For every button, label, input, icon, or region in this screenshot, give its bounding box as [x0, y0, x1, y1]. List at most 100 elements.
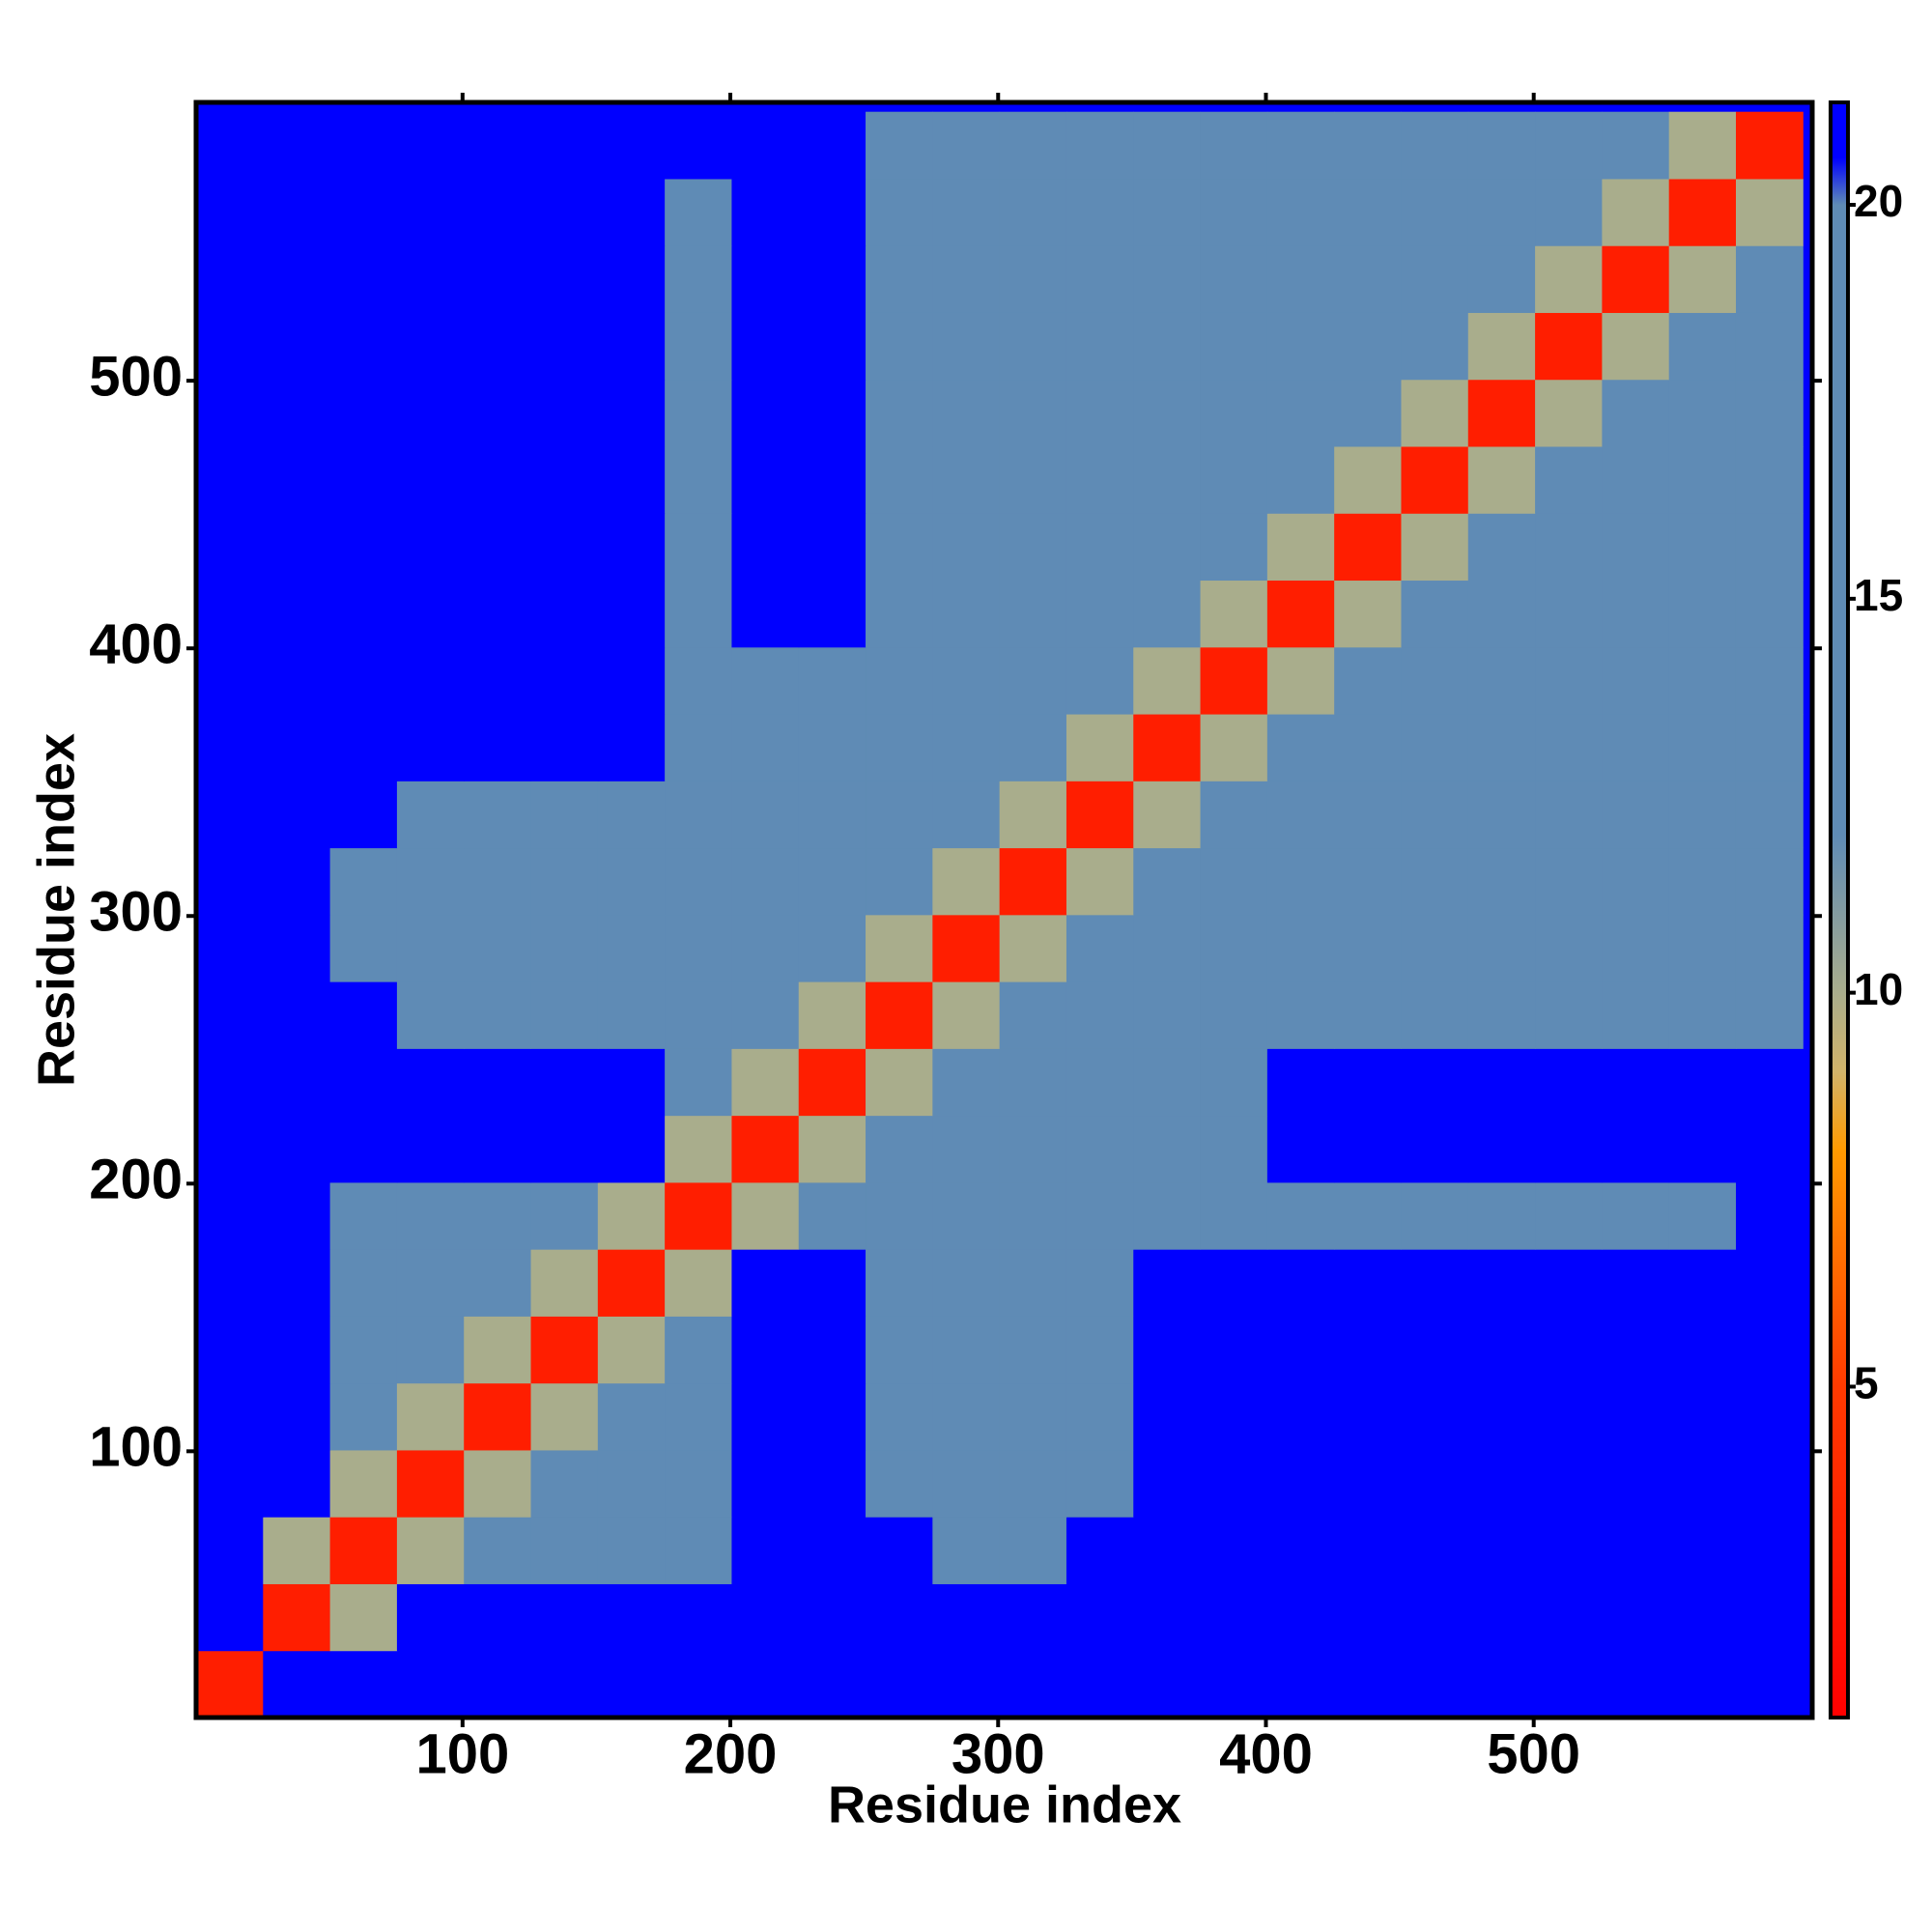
heatmap-cell — [263, 446, 331, 514]
heatmap-cell — [798, 446, 867, 514]
heatmap-cell — [1334, 312, 1402, 381]
heatmap-cell — [1133, 714, 1202, 781]
heatmap-cell — [1266, 1048, 1335, 1117]
heatmap-cell — [1735, 1382, 1804, 1451]
heatmap-cell — [1266, 981, 1335, 1049]
x-tick-label: 200 — [684, 1722, 778, 1785]
heatmap-cell — [932, 1517, 1001, 1584]
heatmap-cell — [196, 1316, 264, 1384]
heatmap-cell — [866, 1249, 933, 1317]
heatmap-cell — [932, 312, 1001, 381]
heatmap-cell — [1200, 1650, 1268, 1719]
heatmap-cell — [196, 914, 264, 982]
heatmap-cell — [329, 1583, 398, 1652]
heatmap-cell — [999, 580, 1067, 648]
heatmap-cell — [597, 1249, 666, 1317]
heatmap-cell — [396, 312, 465, 381]
heatmap-cell — [196, 847, 264, 916]
heatmap-cell — [396, 1650, 465, 1719]
heatmap-cell — [932, 847, 1001, 916]
heatmap-cell — [1334, 847, 1402, 916]
heatmap-cell — [1266, 312, 1335, 381]
heatmap-cell — [263, 1382, 331, 1451]
heatmap-cell — [1668, 1115, 1737, 1183]
heatmap-cell — [1334, 981, 1402, 1049]
heatmap-cell — [1602, 446, 1670, 514]
heatmap-cell — [999, 1650, 1067, 1719]
heatmap-cell — [196, 1249, 264, 1317]
heatmap-cell — [1668, 1382, 1737, 1451]
heatmap-cell — [798, 513, 867, 582]
heatmap-cell — [731, 178, 800, 246]
heatmap-cell — [1200, 1048, 1268, 1117]
heatmap-cell — [329, 513, 398, 582]
heatmap-cell — [530, 1181, 599, 1250]
heatmap-cell — [1602, 379, 1670, 447]
heatmap-cell — [1401, 446, 1469, 514]
heatmap-cell — [597, 914, 666, 982]
heatmap-cell — [196, 580, 264, 648]
heatmap-cell — [1535, 1316, 1603, 1384]
heatmap-cell — [665, 1048, 732, 1117]
heatmap-cell — [1735, 981, 1804, 1049]
heatmap-cell — [731, 646, 800, 715]
heatmap-cell — [1133, 111, 1202, 180]
heatmap-cell — [464, 714, 532, 781]
heatmap-cell — [597, 513, 666, 582]
heatmap-cell — [1602, 914, 1670, 982]
heatmap-cell — [1535, 1650, 1603, 1719]
heatmap-cell — [1133, 1181, 1202, 1250]
heatmap-cell — [798, 111, 867, 180]
heatmap-cell — [1602, 847, 1670, 916]
heatmap-cell — [999, 981, 1067, 1049]
heatmap-cell — [196, 1583, 264, 1652]
heatmap-cell — [1668, 245, 1737, 313]
heatmap-cell — [464, 1249, 532, 1317]
heatmap-cell — [597, 446, 666, 514]
heatmap-cell — [665, 1382, 732, 1451]
heatmap-cell — [263, 781, 331, 849]
heatmap-cell — [1401, 1517, 1469, 1584]
heatmap-cell — [1133, 1517, 1202, 1584]
heatmap-cell — [263, 312, 331, 381]
heatmap-cell — [263, 111, 331, 180]
heatmap-cell — [1266, 1181, 1335, 1250]
heatmap-cell — [999, 1249, 1067, 1317]
heatmap-cell — [1467, 714, 1536, 781]
heatmap-cell — [731, 1316, 800, 1384]
heatmap-cell — [464, 1382, 532, 1451]
heatmap-cell — [1535, 1517, 1603, 1584]
heatmap-cell — [932, 1382, 1001, 1451]
heatmap-cell — [396, 646, 465, 715]
heatmap-cell — [1200, 312, 1268, 381]
heatmap-cell — [464, 1583, 532, 1652]
heatmap-cell — [1602, 981, 1670, 1049]
heatmap-cell — [665, 781, 732, 849]
heatmap-cell — [731, 111, 800, 180]
heatmap-cell — [1602, 513, 1670, 582]
heatmap-cell — [1133, 646, 1202, 715]
heatmap-cell — [597, 981, 666, 1049]
heatmap-cell — [1602, 1517, 1670, 1584]
heatmap-cell — [1735, 1449, 1804, 1518]
heatmap-cell — [932, 1316, 1001, 1384]
heatmap-cell — [665, 1249, 732, 1317]
heatmap-cell — [329, 312, 398, 381]
heatmap-cell — [464, 781, 532, 849]
heatmap-cell — [1401, 1181, 1469, 1250]
heatmap-cell — [665, 1583, 732, 1652]
heatmap-cell — [396, 914, 465, 982]
heatmap-cell — [396, 1048, 465, 1117]
heatmap-cell — [1200, 1181, 1268, 1250]
heatmap-cell — [196, 379, 264, 447]
heatmap-cell — [1535, 580, 1603, 648]
heatmap-cell — [1535, 1048, 1603, 1117]
heatmap-cell — [329, 1048, 398, 1117]
heatmap-cell — [1334, 1449, 1402, 1518]
heatmap-cell — [798, 1115, 867, 1183]
heatmap-cell — [1266, 1316, 1335, 1384]
heatmap-cell — [196, 111, 264, 180]
heatmap-cell — [396, 1181, 465, 1250]
heatmap-cell — [1401, 781, 1469, 849]
heatmap-cell — [1133, 513, 1202, 582]
